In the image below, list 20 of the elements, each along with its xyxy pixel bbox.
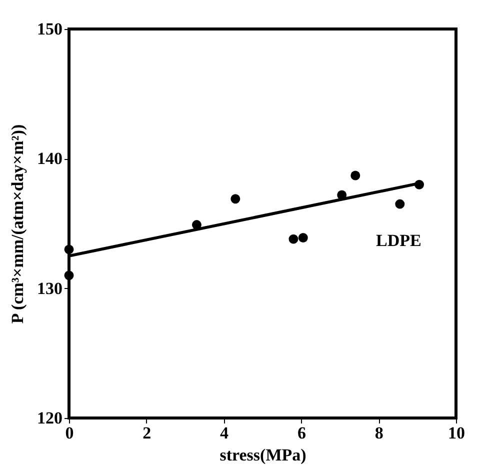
x-tick-label: 8 [374, 424, 384, 442]
point [395, 199, 405, 209]
point [230, 194, 240, 204]
y-tick-label: 130 [37, 278, 62, 298]
x-axis-title: stress(MPa) [220, 446, 306, 464]
y-axis-title: P (cm³×mm/(atm×day×m²)) [8, 124, 27, 324]
point [288, 234, 298, 244]
y-tick-label: 150 [37, 20, 62, 38]
point [298, 233, 308, 242]
point [64, 244, 74, 254]
point [64, 270, 74, 280]
y-tick-label: 140 [37, 149, 62, 168]
point [350, 170, 360, 180]
x-tick-label: 10 [448, 424, 465, 442]
x-tick-label: 2 [142, 424, 152, 442]
x-tick-label: 0 [65, 424, 74, 442]
y-tick-label: 120 [37, 408, 62, 428]
x-tick-label: 4 [220, 424, 230, 442]
annotation: LDPE [376, 231, 422, 250]
x-tick-label: 6 [297, 424, 306, 442]
